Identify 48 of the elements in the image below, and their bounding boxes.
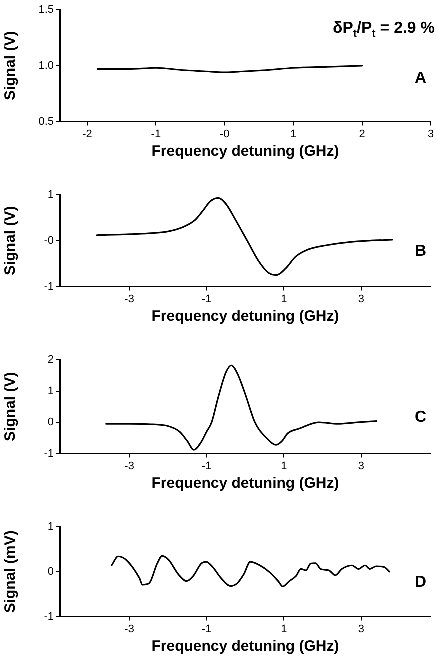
x-tick-label: 1 — [281, 460, 288, 472]
y-axis-title: Signal (mV) — [2, 530, 20, 614]
x-tick-label: 3 — [358, 460, 364, 472]
x-tick-label: -1 — [202, 293, 212, 306]
y-tick-label: -1 — [44, 610, 54, 623]
y-tick-label: 2 — [48, 354, 54, 366]
y-axis-title: Signal (V) — [2, 31, 20, 100]
annotation: D — [415, 574, 427, 592]
x-tick-label: -1 — [151, 128, 162, 140]
line-series — [106, 364, 378, 451]
y-tick-label: 1 — [48, 385, 54, 398]
y-tick-label: -1 — [44, 280, 54, 293]
x-tick-label: -2 — [82, 128, 92, 140]
annotation: B — [415, 242, 427, 261]
x-tick-label: 3 — [358, 623, 364, 636]
x-tick-label: -3 — [124, 293, 134, 306]
x-tick-label: -3 — [124, 460, 134, 472]
line-series — [96, 65, 364, 74]
annotation: A — [415, 70, 427, 88]
annotation: C — [415, 409, 427, 428]
y-tick-label: 0 — [48, 416, 54, 429]
x-axis-title: Frequency detuning (GHz) — [152, 308, 340, 326]
x-tick-label: 1 — [290, 128, 297, 140]
x-tick-label: -1 — [202, 460, 212, 472]
y-axis-title: Signal (V) — [2, 206, 20, 276]
y-tick-label: 0 — [48, 566, 54, 578]
x-tick-label: 1 — [281, 293, 288, 306]
x-axis-title: Frequency detuning (GHz) — [152, 638, 340, 656]
x-tick-label: -0 — [220, 128, 230, 140]
y-tick-label: -1 — [44, 448, 54, 460]
x-tick-label: 3 — [428, 128, 434, 140]
x-axis-title: Frequency detuning (GHz) — [152, 475, 340, 492]
line-series — [110, 555, 390, 588]
x-tick-label: 2 — [359, 128, 366, 140]
x-tick-label: 3 — [358, 293, 364, 306]
y-tick-label: -0 — [44, 234, 54, 247]
annotation: δP$_{t}$/P$_{t}$ = 2.9 % — [333, 20, 435, 40]
y-tick-label: 0.5 — [38, 116, 54, 128]
y-tick-label: 1.0 — [38, 60, 54, 72]
y-tick-label: 1.5 — [38, 4, 54, 16]
x-tick-label: -3 — [124, 623, 134, 636]
y-tick-label: 1 — [48, 521, 54, 534]
y-tick-label: 1 — [48, 189, 54, 202]
x-axis-title: Frequency detuning (GHz) — [152, 143, 340, 160]
x-tick-label: -1 — [202, 623, 212, 636]
x-tick-label: 1 — [281, 623, 288, 636]
line-series — [96, 197, 394, 276]
y-axis-title: Signal (V) — [2, 372, 20, 442]
